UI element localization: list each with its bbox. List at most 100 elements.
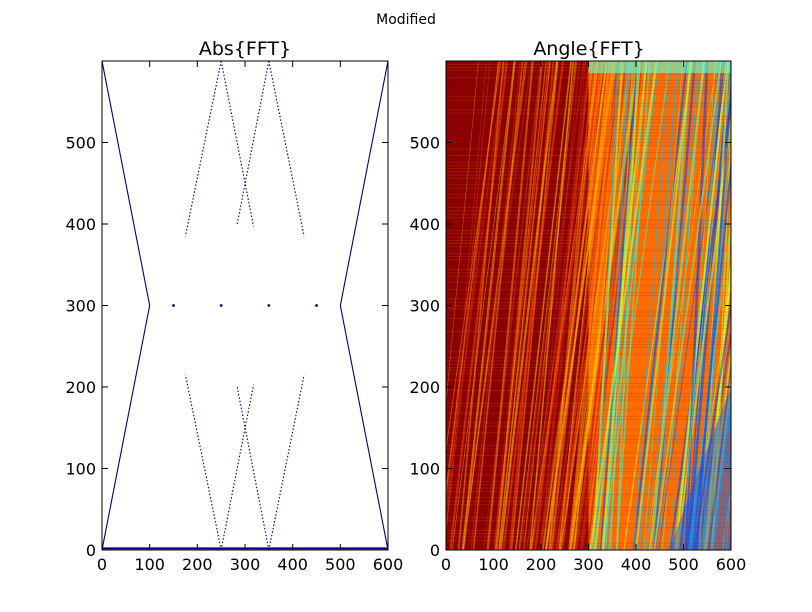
abs-fft-series-line [101, 60, 151, 551]
angle-fft-streak [548, 61, 597, 550]
angle-fft-streak [539, 61, 610, 550]
angle-fft-panel: Angle{FFT} 0 100 200 300 400 500 600 0 100 200 300… [409, 38, 746, 574]
y-tick-label: 500 [409, 134, 440, 153]
angle-fft-streak [608, 61, 647, 550]
y-tick-label: 200 [65, 378, 96, 397]
angle-fft-streak [633, 61, 670, 550]
x-tick-label: 600 [716, 555, 747, 574]
angle-fft-streak [449, 61, 509, 550]
x-tick-label: 300 [230, 555, 261, 574]
abs-fft-series-line [339, 60, 389, 551]
angle-fft-streak [721, 485, 731, 550]
angle-fft-streak [515, 61, 572, 550]
angle-fft-streak [652, 61, 697, 550]
angle-fft-streak [472, 61, 524, 550]
x-tick-label: 100 [134, 555, 165, 574]
angle-fft-streak [729, 523, 731, 550]
angle-fft-streak [539, 61, 596, 550]
angle-fft-streak [591, 61, 660, 550]
x-tick-label: 0 [97, 555, 107, 574]
angle-fft-streak [457, 61, 505, 550]
abs-fft-series-line [220, 384, 255, 551]
x-tick-label: 100 [478, 555, 509, 574]
x-tick-label: 600 [373, 555, 404, 574]
angle-fft-streak [496, 61, 549, 550]
angle-fft-streak [669, 61, 699, 550]
abs-fft-series-line [220, 60, 255, 227]
angle-fft-bottom-patch [669, 387, 731, 550]
angle-fft-streak [648, 61, 706, 550]
y-tick-label: 0 [86, 541, 96, 560]
angle-fft-streak [510, 61, 559, 550]
abs-fft-ticks: 0 100 200 300 400 500 600 0 100 200 300 400 500 [65, 61, 403, 574]
angle-fft-streak [684, 61, 709, 550]
y-tick-label: 100 [65, 460, 96, 479]
x-tick-label: 0 [441, 555, 451, 574]
angle-fft-streak [541, 61, 606, 550]
angle-fft-streak [571, 61, 640, 550]
angle-fft-heatmap [446, 61, 731, 550]
angle-fft-streak [558, 61, 610, 550]
abs-fft-point [267, 304, 271, 307]
angle-fft-streak [687, 61, 731, 550]
angle-fft-streak [683, 61, 716, 550]
y-tick-label: 400 [409, 215, 440, 234]
angle-fft-streak [602, 61, 671, 550]
angle-fft-streak [470, 61, 521, 550]
angle-fft-streak [463, 61, 515, 550]
angle-fft-streak [698, 61, 730, 550]
angle-fft-streak [508, 61, 555, 550]
angle-fft-streak [462, 61, 527, 550]
angle-fft-streak [623, 61, 693, 550]
abs-fft-point [315, 304, 318, 307]
angle-fft-top-patch [588, 61, 731, 74]
angle-fft-streak [615, 61, 651, 550]
angle-fft-streak [486, 61, 534, 550]
angle-fft-streak [686, 61, 723, 550]
abs-fft-title: Abs{FFT} [199, 38, 291, 60]
y-tick-label: 500 [65, 134, 96, 153]
angle-fft-streak [697, 327, 731, 550]
y-tick-label: 200 [409, 378, 440, 397]
angle-fft-streak [725, 481, 731, 550]
angle-fft-streak [499, 61, 559, 550]
angle-fft-streak [569, 61, 631, 550]
angle-fft-streak [677, 61, 730, 550]
angle-fft-streak [519, 61, 578, 550]
angle-fft-streak [529, 61, 574, 550]
x-tick-label: 400 [277, 555, 308, 574]
angle-fft-streak [446, 61, 479, 406]
x-tick-label: 200 [182, 555, 213, 574]
angle-fft-streak [568, 61, 617, 550]
y-tick-label: 0 [430, 541, 440, 560]
suptitle: Modified [376, 12, 436, 28]
angle-fft-streak [671, 149, 731, 550]
angle-fft-streak [519, 61, 585, 550]
angle-fft-streak [632, 61, 688, 550]
angle-fft-streak [534, 61, 592, 550]
abs-fft-point [172, 304, 175, 307]
y-tick-label: 300 [409, 297, 440, 316]
x-tick-label: 300 [573, 555, 604, 574]
y-tick-label: 300 [65, 297, 96, 316]
angle-fft-streak [645, 61, 702, 550]
angle-fft-streak [530, 61, 602, 550]
y-tick-label: 400 [65, 215, 96, 234]
abs-fft-plot-area [102, 61, 388, 550]
abs-fft-point [219, 304, 223, 307]
angle-fft-streak [599, 61, 638, 550]
abs-fft-panel: Abs{FFT} 0 100 200 300 400 500 600 0 100 200 300 40… [65, 38, 403, 574]
y-tick-label: 100 [409, 460, 440, 479]
angle-fft-streak [502, 61, 565, 550]
angle-fft-streak [495, 61, 543, 550]
angle-fft-streak [710, 400, 731, 550]
x-tick-label: 200 [526, 555, 557, 574]
angle-fft-title: Angle{FFT} [533, 38, 644, 60]
angle-fft-streak [493, 61, 543, 550]
angle-fft-streak [710, 374, 731, 550]
angle-fft-streak [592, 61, 624, 550]
angle-fft-streak [643, 61, 684, 550]
angle-fft-ticks: 0 100 200 300 400 500 600 0 100 200 300 400 500 [409, 61, 746, 574]
angle-fft-streak [658, 61, 728, 550]
